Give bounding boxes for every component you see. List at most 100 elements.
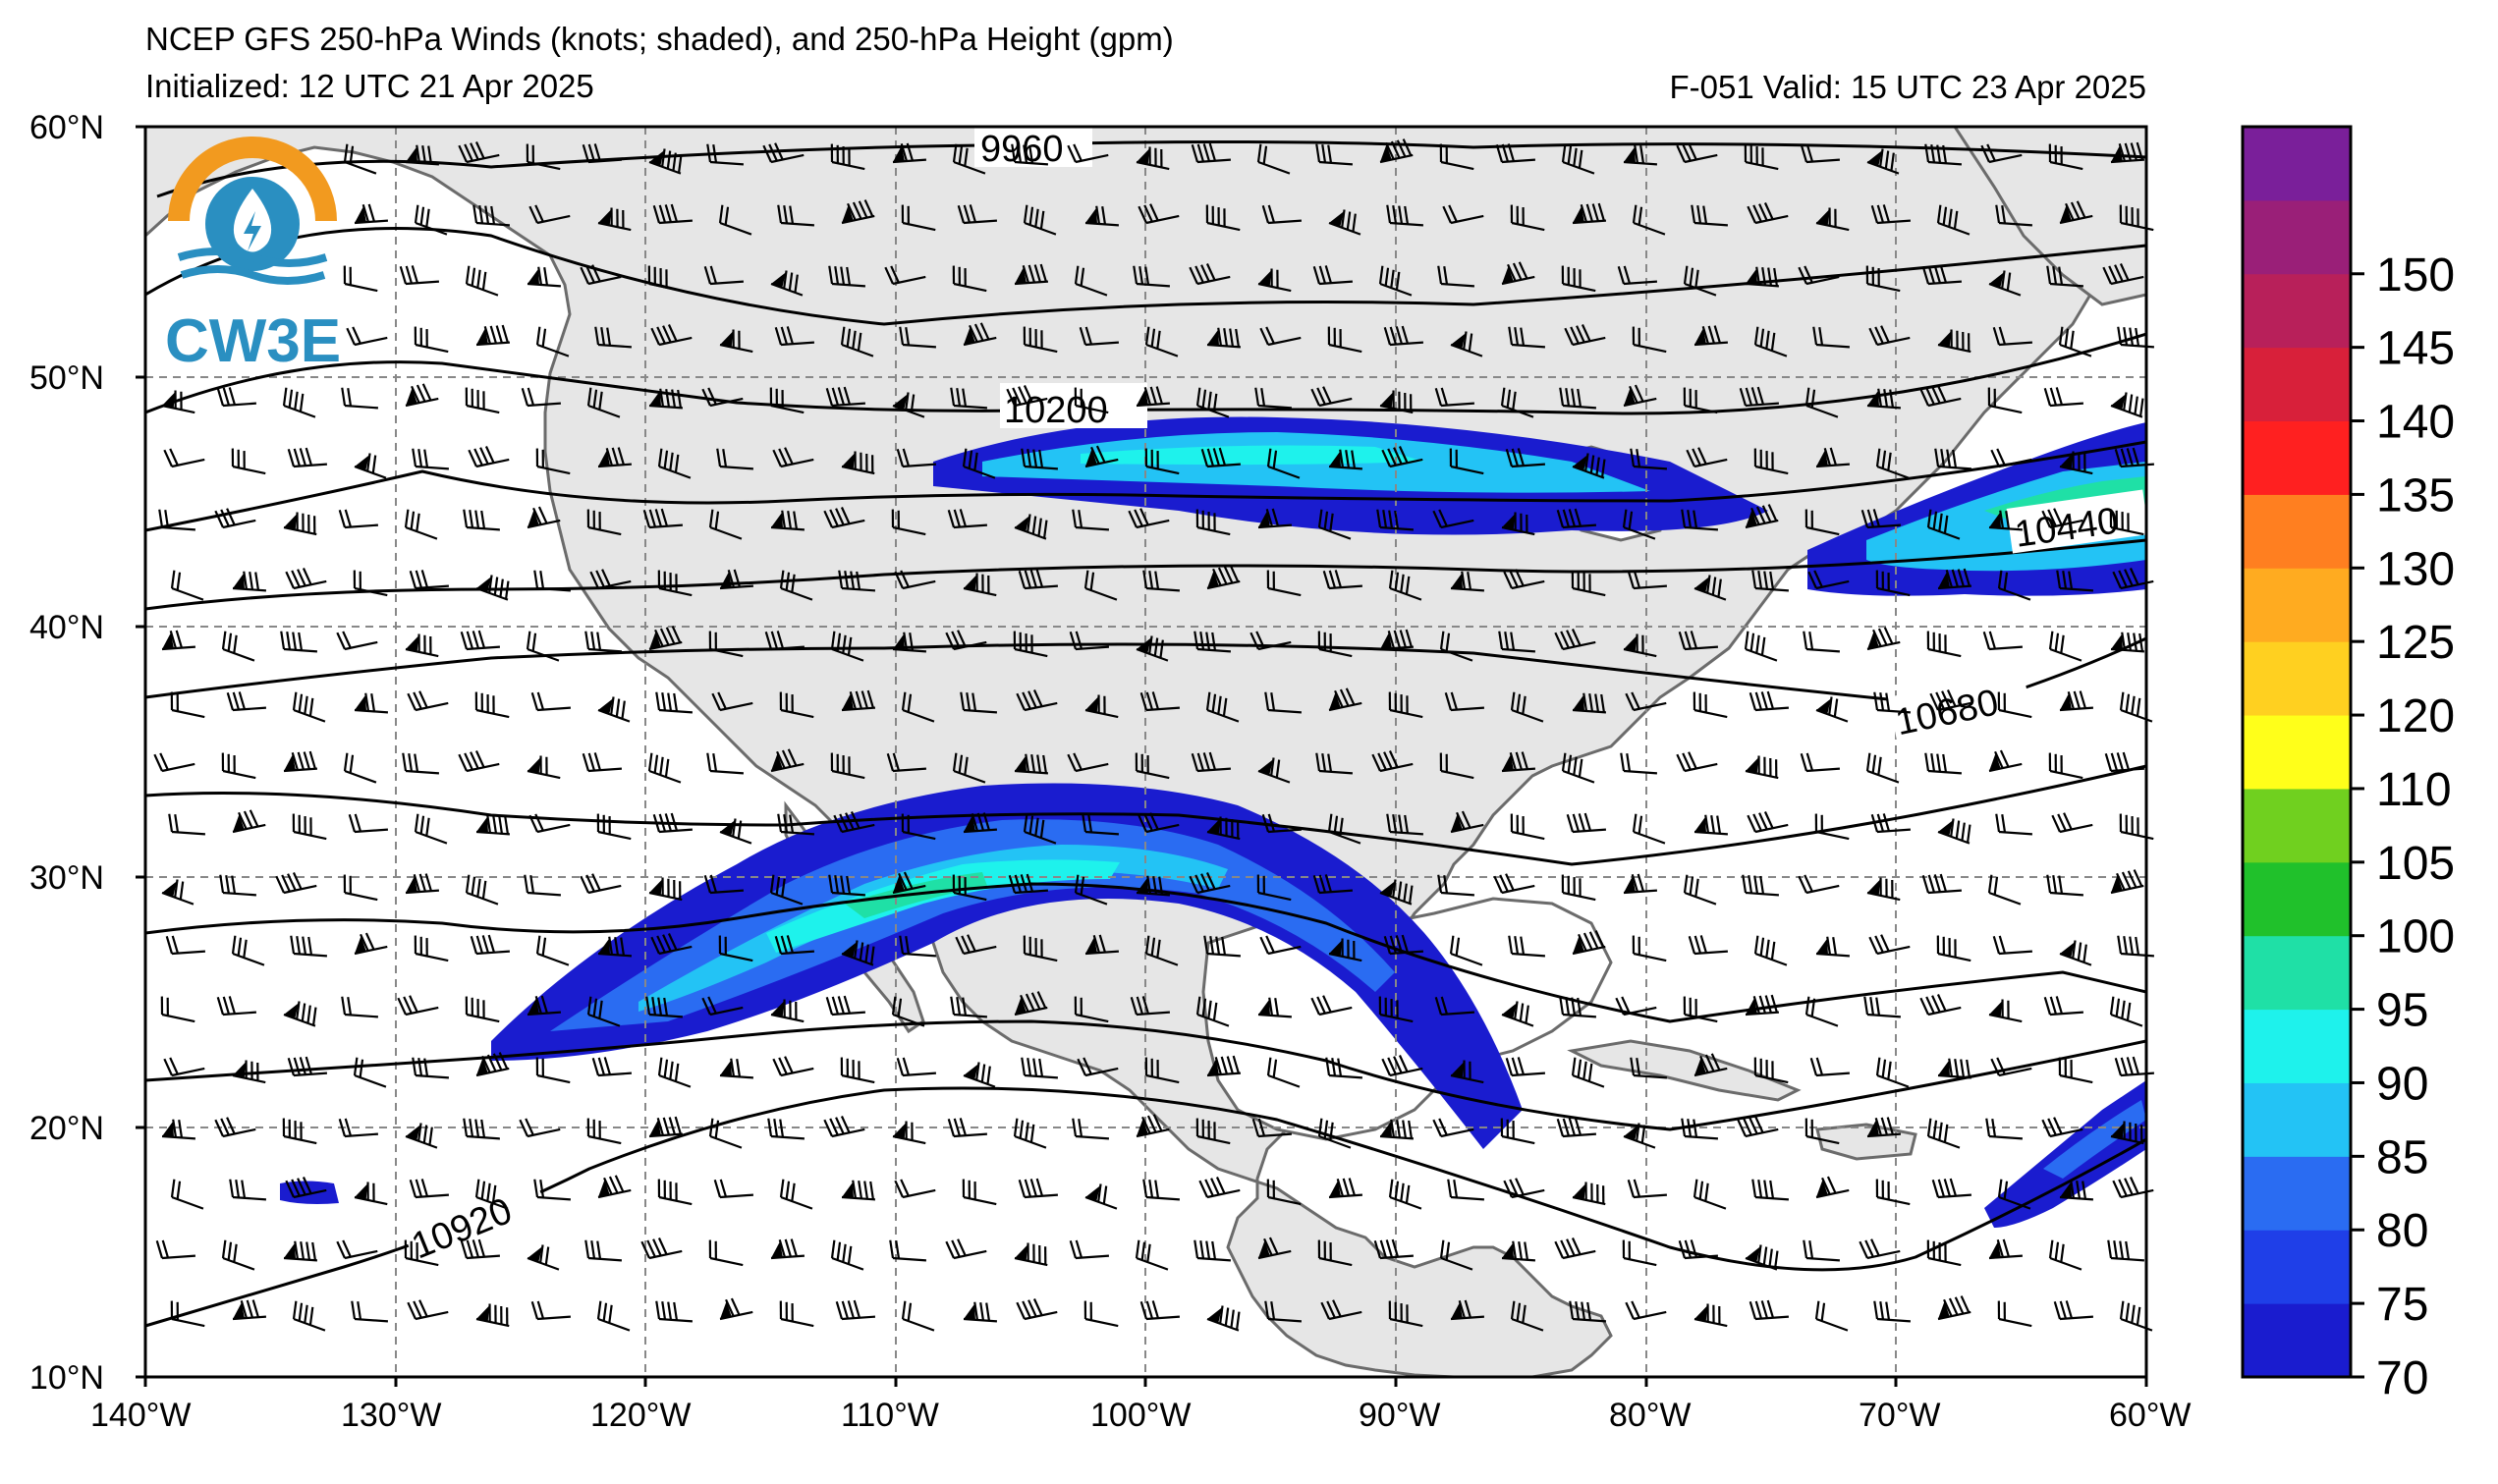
wind-barb [1018,1178,1058,1199]
wind-barb [338,509,378,529]
wind-barb [1139,1300,1180,1321]
wind-barb [1501,1001,1534,1027]
wind-barb [701,387,744,408]
wind-barb [170,1179,204,1210]
colorbar-tick-label: 130 [2376,543,2455,595]
wind-barb [1572,202,1606,225]
colorbar-tick-label: 100 [2376,911,2455,963]
wind-barb [1798,874,1840,895]
wind-barb [963,812,997,834]
wind-barb [1195,996,1230,1027]
wind-barb [586,996,621,1027]
wind-barb [901,813,936,841]
wind-barb [1444,691,1484,712]
wind-barb [1074,265,1108,297]
wind-barb [1572,453,1606,479]
wind-barb [1739,386,1779,408]
wind-barb [1434,387,1474,408]
lat-label-20N: 20°N [29,1110,104,1147]
wind-barb [1320,1299,1362,1321]
chart-title: NCEP GFS 250-hPa Winds (knots; shaded), … [145,21,1174,57]
wind-barb [1312,265,1353,286]
lon-label-130W: 130°W [341,1397,441,1434]
wind-barb [1439,631,1473,662]
wind-barb [1919,385,1962,408]
wind-barb [1495,143,1535,164]
wind-barb [1632,935,1667,962]
wind-barb [354,932,388,956]
wind-barb [1008,873,1048,895]
wind-barb [283,1240,317,1262]
wind-barb [762,142,805,164]
latitude-axis: 60°N 50°N 40°N 30°N 20°N 10°N [29,109,104,1397]
wind-barb [1317,1118,1352,1149]
wind-barb [582,143,622,164]
wind-barb [1571,1057,1605,1088]
wind-barb [1623,873,1657,895]
wind-barb [963,1301,997,1323]
wind-barb [1378,996,1414,1023]
wind-barb [2110,869,2144,895]
wind-barb [1921,264,1962,286]
wind-barb [161,1119,195,1140]
wind-barb [1437,874,1474,897]
wind-barb [405,144,439,166]
wind-barb [945,1238,987,1260]
wind-barb [1919,994,1962,1017]
wind-barb [1924,752,1962,775]
wind-barb [580,873,622,895]
wind-barb [891,509,926,536]
wind-barb [1195,387,1230,418]
wind-barb [521,387,561,408]
wind-barb [282,1118,317,1145]
wind-barb [901,204,936,232]
wind-barb [1327,326,1362,354]
wind-barb [1678,631,1718,651]
wind-barb [779,1179,813,1210]
wind-barb [1681,509,1718,531]
wind-barb [2112,568,2154,590]
wind-barb [527,995,561,1017]
wind-barb [1193,631,1231,653]
wind-barb [519,1118,561,1138]
wind-barb [1079,326,1119,347]
wind-barb [657,1179,693,1206]
wind-barb [1325,1057,1362,1079]
wind-barb [655,1300,693,1323]
wind-barb [1139,691,1180,712]
wind-barb [336,631,378,651]
wind-barb [1503,569,1545,590]
wind-barb [472,204,510,227]
wind-barb [405,1123,438,1149]
wind-barb [1804,1118,1840,1145]
wind-barb [343,143,377,175]
wind-barb [1866,1117,1901,1138]
wind-barb [1815,936,1850,958]
wind-barb [1875,448,1910,479]
wind-barb [1678,1239,1718,1260]
lon-label-140W: 140°W [90,1397,191,1434]
wind-barb [1328,687,1362,712]
wind-barb [1257,1237,1292,1260]
wind-barb [1257,268,1292,293]
wind-barb [402,752,439,775]
wind-barb [1929,689,1971,712]
wind-barb [1860,509,1901,529]
colorbar-segment [2243,1082,2351,1157]
wind-barb [1251,1118,1292,1138]
wind-barb [1128,508,1170,529]
wind-barb [647,265,683,293]
colorbar-tick-label: 135 [2376,469,2455,522]
lon-label-120W: 120°W [590,1397,691,1434]
wind-barb [1259,326,1302,347]
wind-barb [524,874,561,897]
wind-barb [2059,690,2093,712]
wind-barb [1450,1060,1484,1084]
wind-barb [894,1179,936,1199]
wind-barb [412,1057,449,1079]
wind-barb [640,1237,683,1260]
wind-barb [1926,509,1961,540]
lat-label-10N: 10°N [29,1359,104,1397]
wind-barb [535,935,570,966]
wind-barb [465,874,499,906]
